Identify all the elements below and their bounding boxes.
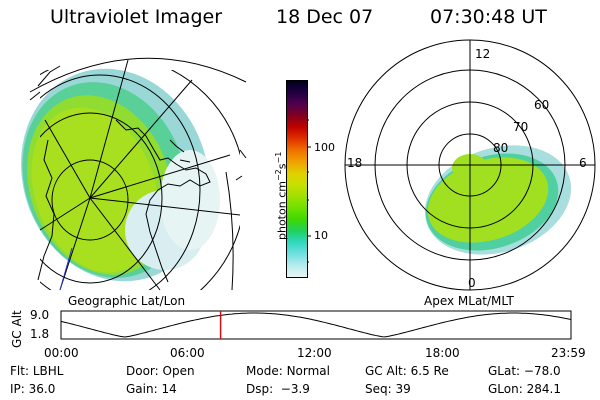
info-mode-label: Mode: <box>246 364 283 378</box>
info-flt-value: LBHL <box>32 364 64 378</box>
info-dsp-value: −3.9 <box>273 382 310 396</box>
info-dsp-label: Dsp: <box>246 382 274 396</box>
date-label: 18 Dec 07 <box>276 6 374 28</box>
info-glon: GLon: 284.1 <box>488 382 561 396</box>
info-gc-alt-value: 6.5 Re <box>410 364 449 378</box>
mlt-label-12: 12 <box>475 47 491 61</box>
altitude-xtick-2: 12:00 <box>297 346 332 360</box>
outer-grid-arcs <box>29 57 247 291</box>
colorbar-gradient <box>286 80 308 278</box>
app-title: Ultraviolet Imager <box>50 6 223 28</box>
info-flt: Flt: LBHL <box>10 364 63 378</box>
colorbar-tick-100: 100 <box>314 141 335 154</box>
altitude-plot-frame <box>60 310 572 340</box>
auroral-emission-geographic <box>20 68 220 282</box>
info-ip-value: 36.0 <box>28 382 56 396</box>
info-gc-alt: GC Alt: 6.5 Re <box>365 364 449 378</box>
mlt-label-18: 18 <box>347 156 363 170</box>
longitude-grid <box>39 59 241 291</box>
info-gain-label: Gain: <box>126 382 158 396</box>
lat-label-80: 80 <box>493 141 509 155</box>
info-flt-label: Flt: <box>10 364 29 378</box>
info-glat: GLat: −78.0 <box>488 364 561 378</box>
info-seq: Seq: 39 <box>365 382 411 396</box>
altitude-ytick-high: 9.0 <box>30 308 50 322</box>
colorbar-tick-10: 10 <box>314 229 328 242</box>
altitude-xtick-3: 18:00 <box>425 346 460 360</box>
info-mode: Mode: Normal <box>246 364 330 378</box>
info-dsp: Dsp: −3.9 <box>246 382 310 396</box>
altitude-xtick-4: 23:59 <box>551 346 586 360</box>
info-door: Door: Open <box>126 364 195 378</box>
info-glat-value: −78.0 <box>523 364 561 378</box>
altitude-xtick-0: 00:00 <box>44 346 79 360</box>
latitude-grid <box>40 74 201 290</box>
info-gain-value: 14 <box>161 382 177 396</box>
coastline <box>29 65 247 283</box>
info-seq-value: 39 <box>395 382 411 396</box>
info-glon-value: 284.1 <box>526 382 561 396</box>
left-panel-label: Geographic Lat/Lon <box>68 294 186 308</box>
time-label: 07:30:48 UT <box>430 6 547 28</box>
info-glat-label: GLat: <box>488 364 521 378</box>
altitude-xtick-1: 06:00 <box>170 346 205 360</box>
colorbar <box>286 80 308 278</box>
info-glon-label: GLon: <box>488 382 523 396</box>
right-panel-label: Apex MLat/MLT <box>424 294 514 308</box>
info-seq-label: Seq: <box>365 382 392 396</box>
altitude-ytick-low: 1.8 <box>30 327 50 341</box>
info-ip: IP: 36.0 <box>10 382 55 396</box>
mlt-label-6: 6 <box>579 156 587 170</box>
mlt-grid <box>344 39 596 291</box>
info-mode-value: Normal <box>286 364 330 378</box>
info-gain: Gain: 14 <box>126 382 177 396</box>
info-ip-label: IP: <box>10 382 25 396</box>
info-gc-alt-label: GC Alt: <box>365 364 407 378</box>
mlt-label-0: 0 <box>468 276 476 290</box>
terminator-line <box>59 247 73 291</box>
info-door-value: Open <box>162 364 195 378</box>
lat-label-60: 60 <box>534 98 550 112</box>
info-door-label: Door: <box>126 364 159 378</box>
altitude-curve <box>60 312 572 338</box>
lat-label-70: 70 <box>513 120 529 134</box>
